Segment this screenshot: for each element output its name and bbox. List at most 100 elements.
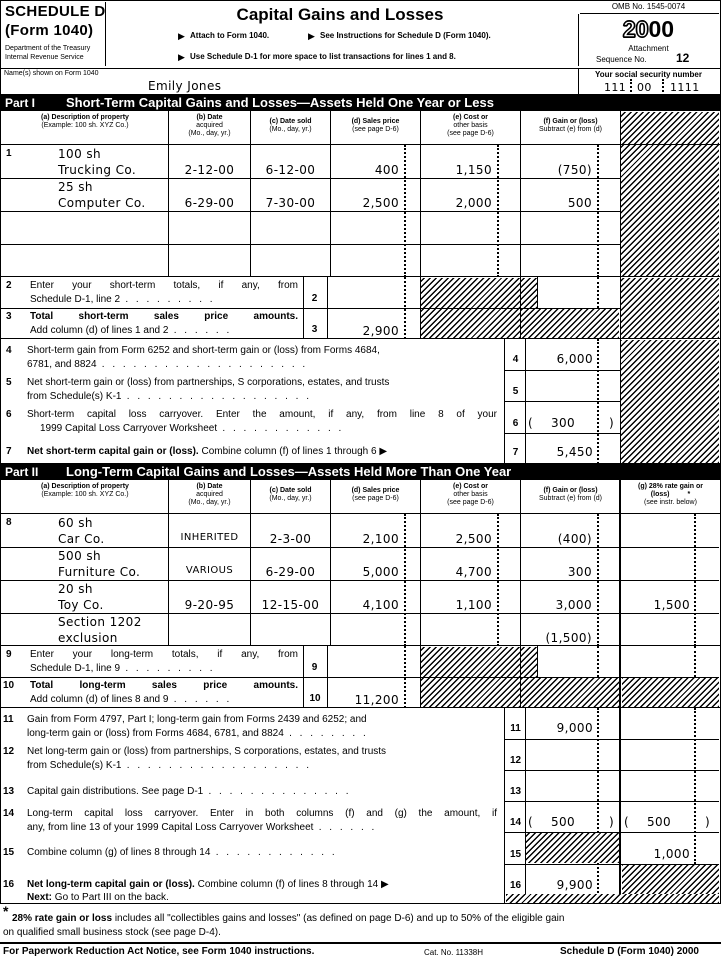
line-14-text-2: any, from line 13 of your 1999 Capital L… <box>27 822 377 833</box>
row-sold[interactable]: 12-15-00 <box>261 598 320 612</box>
line-10-leader-dots: . . . . . . <box>168 694 232 705</box>
col-e-line3: (see page D-6) <box>447 499 494 506</box>
header-divider-left <box>105 2 106 66</box>
line-11-value[interactable]: 9,000 <box>556 721 593 735</box>
instruction-3: Use Schedule D-1 for more space to list … <box>190 52 456 61</box>
row-sales-price[interactable]: 5,000 <box>362 565 399 579</box>
line-14-g-value[interactable]: 500 <box>646 815 672 829</box>
line9-10-sep <box>1 677 719 678</box>
row-acquired[interactable]: VARIOUS <box>185 565 234 576</box>
line-12-text-2: from Schedule(s) K-1 . . . . . . . . . .… <box>27 760 312 771</box>
row-cost-basis[interactable]: 1,150 <box>455 163 492 177</box>
row-desc-line1[interactable]: 500 sh <box>58 549 101 563</box>
ssn-part-3[interactable]: 1111 <box>670 81 700 94</box>
col-d-header: (d) Sales price (see page D-6) <box>331 487 420 503</box>
line-11-text-1: Gain from Form 4797, Part I; long-term g… <box>27 714 367 725</box>
line-10-text-1: Total long-term sales price amounts. <box>30 680 298 691</box>
row-desc-line1[interactable]: 25 sh <box>58 180 93 194</box>
line-7-value[interactable]: 5,450 <box>556 445 593 459</box>
line16-shaded-g <box>622 865 719 894</box>
tax-year-solid: 00 <box>648 16 675 42</box>
line-12-text-1: Net long-term gain or (loss) from partne… <box>27 746 387 757</box>
row-gain-loss[interactable]: 3,000 <box>555 598 592 612</box>
row-desc-line2[interactable]: Toy Co. <box>58 598 104 612</box>
row-desc-line1[interactable]: 100 sh <box>58 147 101 161</box>
line-16-value[interactable]: 9,900 <box>556 878 593 892</box>
row-sold[interactable]: 6-29-00 <box>265 565 316 579</box>
lines4-7-shaded-right <box>621 340 719 463</box>
line-6-text-1: Short-term capital loss carryover. Enter… <box>27 409 497 420</box>
row-desc-line2[interactable]: Furniture Co. <box>58 565 141 579</box>
line-3-value[interactable]: 2,900 <box>362 324 399 338</box>
row-desc-line2[interactable]: Computer Co. <box>58 196 146 210</box>
line-14-value[interactable]: 500 <box>550 815 576 829</box>
ssn-part-2[interactable]: 00 <box>637 81 652 94</box>
line-15-g-value[interactable]: 1,000 <box>653 847 690 861</box>
row-28pct-rate[interactable]: 1,500 <box>653 598 690 612</box>
line3-shaded-f <box>521 309 619 338</box>
row-cost-basis[interactable]: 1,100 <box>455 598 492 612</box>
col-f-line1: (f) Gain or (loss) <box>543 118 598 125</box>
line-2-text-1: Enter your short-term totals, if any, fr… <box>30 280 298 291</box>
col-b-line2: acquired <box>196 491 223 498</box>
row-acquired[interactable]: INHERITED <box>180 532 239 543</box>
row-sales-price[interactable]: 2,500 <box>362 196 399 210</box>
col-g-line3: (see instr. below) <box>644 499 697 506</box>
line-6-text-2-label: 1999 Capital Loss Carryover Worksheet <box>40 423 218 434</box>
row-cost-basis[interactable]: 2,000 <box>455 196 492 210</box>
row-gain-loss[interactable]: (400) <box>557 532 592 546</box>
attachment-seq-no: 12 <box>676 51 690 65</box>
row-sales-price[interactable]: 4,100 <box>362 598 399 612</box>
row-gain-loss[interactable]: (750) <box>557 163 592 177</box>
col-a-line1: (a) Description of property <box>41 114 129 121</box>
line-4-text-1: Short-term gain from Form 6252 and short… <box>27 345 380 356</box>
line-16-next: Next: Go to Part III on the back. <box>27 892 169 903</box>
form-title: Capital Gains and Losses <box>236 5 444 24</box>
row-sold[interactable]: 2-3-00 <box>269 532 312 546</box>
line-7-rest-label: Combine column (f) of lines 1 through 6 <box>201 446 377 457</box>
row-desc-line2[interactable]: Car Co. <box>58 532 105 546</box>
row-acquired[interactable]: 6-29-00 <box>184 196 235 210</box>
line-14-leader-dots: . . . . . . <box>313 822 377 833</box>
line-15-leader-dots: . . . . . . . . . . . . <box>210 847 338 858</box>
line-3-text-1: Total short-term sales price amounts. <box>30 311 298 322</box>
col-a-line2: (Example: 100 sh. XYZ Co.) <box>41 491 129 498</box>
col-a-header: (a) Description of property (Example: 10… <box>2 114 168 130</box>
line-4-value[interactable]: 6,000 <box>556 352 593 366</box>
line-5-text-1: Net short-term gain or (loss) from partn… <box>27 377 390 388</box>
row-gain-loss[interactable]: 500 <box>567 196 592 210</box>
row-sep-2 <box>1 211 620 212</box>
line9-dash-f <box>597 646 599 677</box>
line15-shaded-f <box>526 833 619 863</box>
line9-shaded-f <box>521 647 537 677</box>
footnote-line-1: 28% rate gain or loss includes all "coll… <box>12 913 564 924</box>
col-d-line2: (see page D-6) <box>352 126 399 133</box>
row-sold[interactable]: 6-12-00 <box>265 163 316 177</box>
row-gain-loss[interactable]: (1,500) <box>545 631 592 645</box>
line-10-value[interactable]: 11,200 <box>354 693 399 707</box>
row-gain-loss[interactable]: 300 <box>567 565 592 579</box>
line-10-text-2: Add column (d) of lines 8 and 9 . . . . … <box>30 694 232 705</box>
line-16-arrow: ▶ <box>381 879 389 890</box>
row-sold[interactable]: 7-30-00 <box>265 196 316 210</box>
line2-box-divider <box>303 277 304 339</box>
header-divider-right <box>578 14 579 66</box>
line2-divider-right <box>537 277 538 308</box>
row-acquired[interactable]: 9-20-95 <box>184 598 235 612</box>
line-9-text-1: Enter your long-term totals, if any, fro… <box>30 649 298 660</box>
row-cost-basis[interactable]: 2,500 <box>455 532 492 546</box>
row-desc-line1[interactable]: Section 1202 <box>58 615 142 629</box>
name-value[interactable]: Emily Jones <box>148 79 222 93</box>
row-desc-line2[interactable]: Trucking Co. <box>58 163 137 177</box>
row-sales-price[interactable]: 400 <box>374 163 399 177</box>
row-cost-basis[interactable]: 4,700 <box>455 565 492 579</box>
col-b-line3: (Mo., day, yr.) <box>188 499 231 506</box>
omb-underline <box>580 13 719 14</box>
line-6-value[interactable]: 300 <box>550 416 576 430</box>
ssn-part-1[interactable]: 111 <box>604 81 627 94</box>
row-desc-line1[interactable]: 20 sh <box>58 582 93 596</box>
row-sales-price[interactable]: 2,100 <box>362 532 399 546</box>
row-desc-line2[interactable]: exclusion <box>58 631 118 645</box>
row-acquired[interactable]: 2-12-00 <box>184 163 235 177</box>
row-desc-line1[interactable]: 60 sh <box>58 516 93 530</box>
